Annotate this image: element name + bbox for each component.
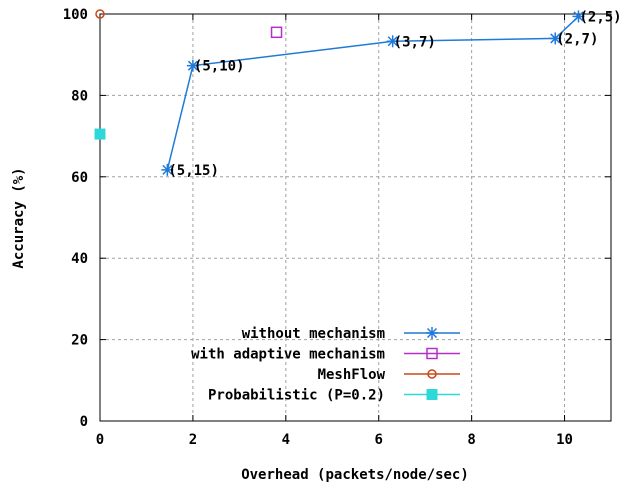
y-tick-label: 80 [71,88,88,104]
legend-label: with adaptive mechanism [191,347,385,363]
legend-entry: MeshFlow [318,367,460,383]
y-axis-label: Accuracy (%) [11,167,27,268]
x-tick-label: 4 [282,432,290,448]
series-line [166,15,579,171]
data-point [270,26,283,39]
point-label: (2,5) [579,9,621,25]
series-3 [94,128,106,140]
legend-label: without mechanism [242,326,385,342]
data-point [549,32,562,45]
x-axis-label: Overhead (packets/node/sec) [241,467,469,483]
legend-marker [427,369,437,379]
legend-marker [426,347,438,360]
series-2 [95,9,105,19]
y-tick-label: 20 [71,333,88,349]
x-tick-label: 6 [375,432,383,448]
series-0: (5,15) (5,10) (3,7) (2,7) (2,5) [161,9,622,179]
x-tick-label: 10 [556,432,573,448]
legend-entry: Probabilistic (P=0.2) [208,388,460,404]
point-label: (3,7) [394,34,436,50]
legend: without mechanism with adaptive mechanism… [191,326,460,404]
y-tick-label: 60 [71,170,88,186]
data-point [94,128,106,140]
legend-entry: without mechanism [242,326,460,342]
data-point [161,163,174,176]
y-tick-label: 40 [71,251,88,267]
legend-entry: with adaptive mechanism [191,347,460,363]
point-label: (5,15) [168,163,219,179]
point-label: (2,7) [556,31,598,47]
data-point [186,59,199,72]
legend-label: MeshFlow [318,367,386,383]
point-label: (5,10) [194,59,245,75]
legend-marker [426,389,438,400]
series-1 [270,26,283,39]
y-tick-label: 100 [63,7,88,23]
y-tick-label: 0 [80,414,88,430]
data-point [386,35,399,48]
x-tick-label: 2 [189,432,197,448]
data-point [95,9,105,19]
legend-label: Probabilistic (P=0.2) [208,388,385,404]
legend-marker [426,327,438,339]
x-tick-label: 0 [96,432,104,448]
series-layer: (5,15) (5,10) (3,7) (2,7) (2,5) [94,9,622,179]
plot-frame [99,13,612,422]
data-point [572,10,585,23]
x-tick-label: 8 [467,432,475,448]
